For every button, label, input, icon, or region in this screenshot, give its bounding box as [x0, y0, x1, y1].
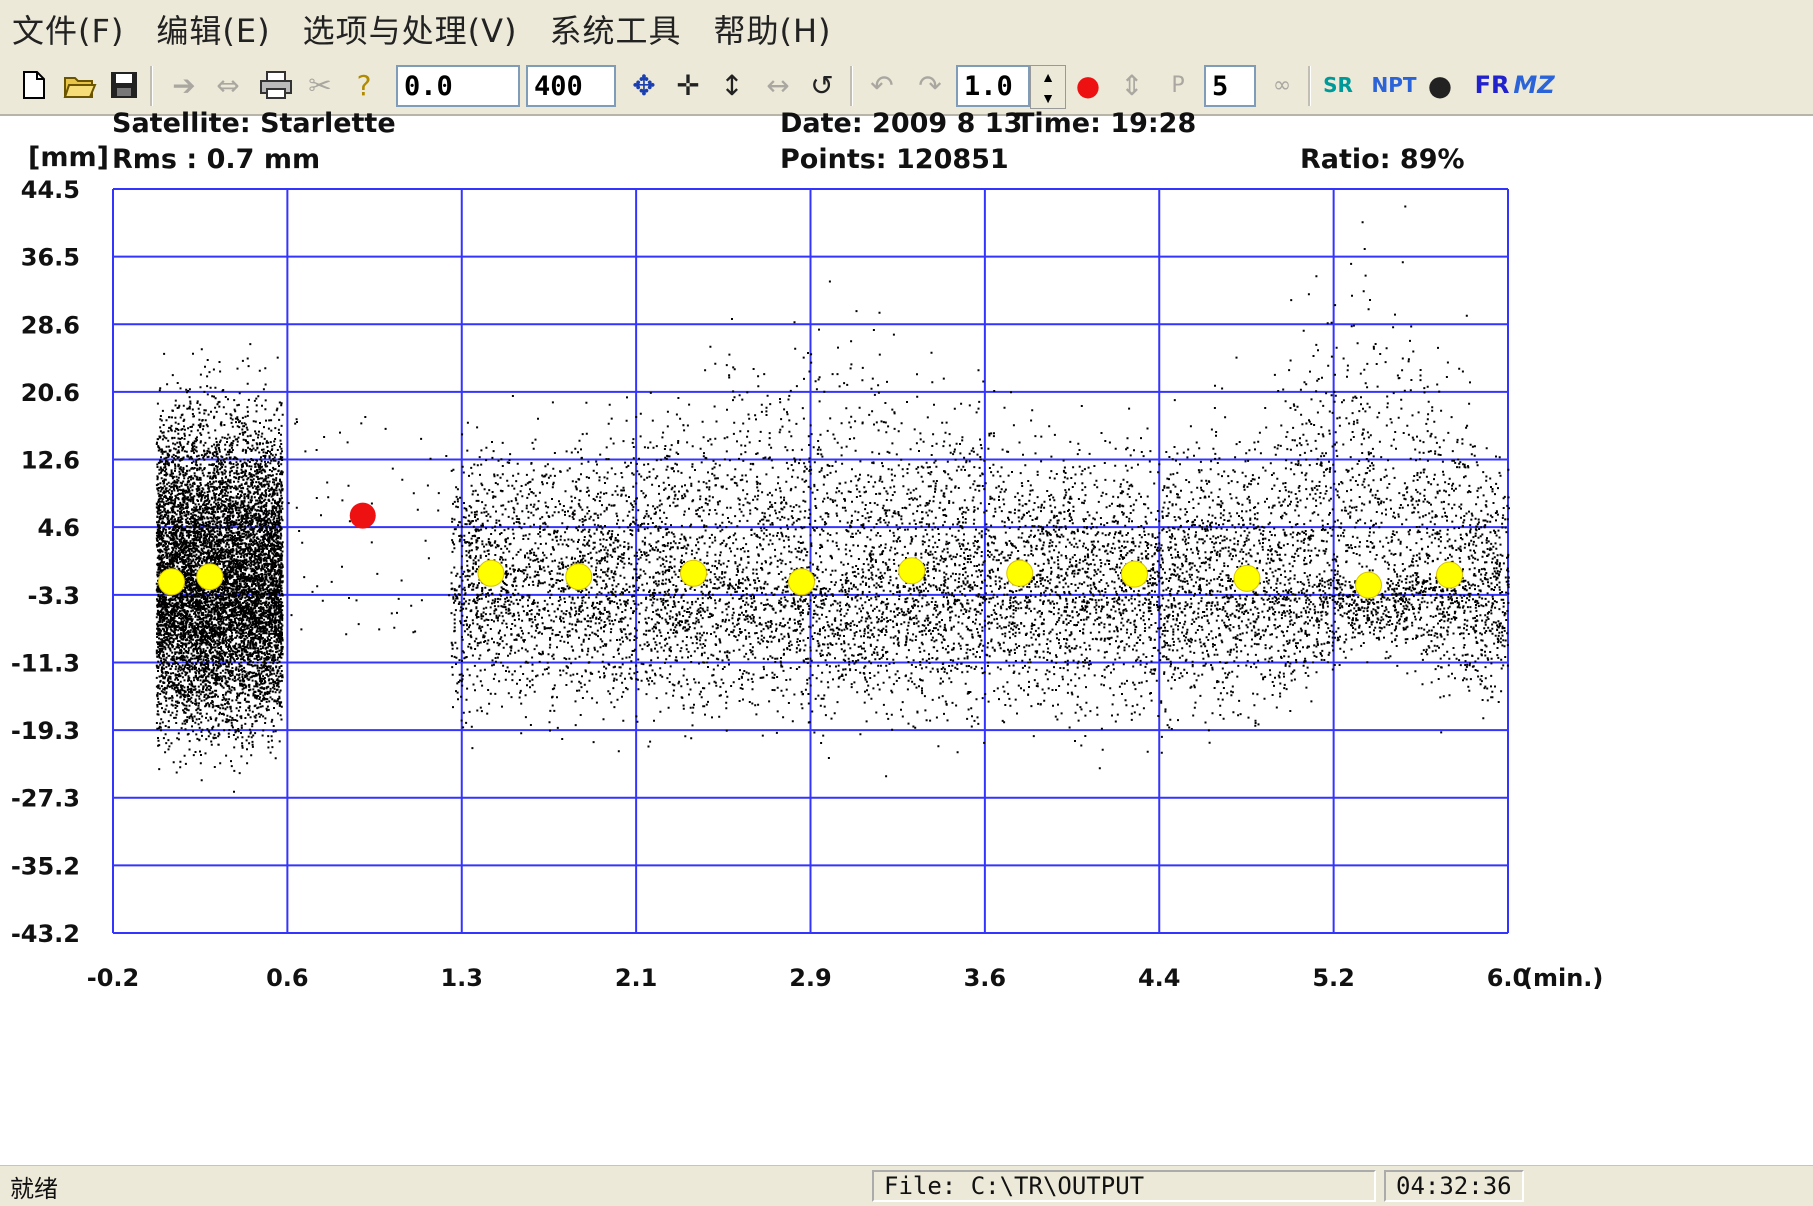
forward-arrow-icon[interactable]: ➔ — [172, 68, 196, 102]
status-clock: 04:32:36 — [1384, 1170, 1524, 1202]
cut-icon[interactable]: ✂ — [308, 68, 332, 102]
selected-point — [349, 502, 376, 529]
x-tick-label: -0.2 — [87, 964, 139, 992]
vertical-adjust-icon[interactable]: ⇕ — [1120, 68, 1144, 102]
infinity-icon[interactable]: ∞ — [1272, 72, 1292, 98]
x-tick-label: 4.4 — [1138, 964, 1181, 992]
y-tick-label: 4.6 — [37, 514, 80, 542]
time-label: Time: 19:28 — [1016, 108, 1197, 139]
y-tick-label: -19.3 — [11, 717, 80, 745]
toolbar: ➔ ⇔ ✂ ? ✥ ✛ ↕ ↔ ↺ ↶ ↷ ▲▼ ● ⇕ P ∞ SR NPT … — [0, 58, 1813, 116]
normal-point — [1355, 571, 1382, 599]
x-tick-label: 5.2 — [1312, 964, 1355, 992]
menu-bar: 文件(F) 编辑(E) 选项与处理(V) 系统工具 帮助(H) — [0, 0, 1813, 59]
normal-point — [196, 563, 224, 591]
normal-point — [898, 557, 926, 585]
scale-spinner[interactable]: ▲ ▼ — [1030, 65, 1066, 109]
x-tick-label: 0.6 — [266, 964, 309, 992]
npt-icon[interactable]: NPT — [1371, 73, 1417, 97]
points-label: Points: 120851 — [780, 144, 1009, 175]
points-input[interactable] — [1204, 65, 1256, 107]
new-file-icon[interactable] — [14, 64, 54, 106]
p-label-icon[interactable]: P — [1171, 72, 1185, 98]
satellite-label: Satellite: Starlette — [112, 108, 396, 139]
print-icon[interactable] — [256, 64, 296, 106]
vertical-scale-icon[interactable]: ↕ — [720, 68, 744, 102]
normal-point — [1006, 559, 1034, 587]
pan-icon[interactable]: ✛ — [676, 68, 700, 102]
normal-point — [1436, 561, 1463, 589]
scale-input[interactable] — [956, 65, 1030, 107]
black-dot-icon[interactable]: ● — [1427, 68, 1453, 102]
menu-options[interactable]: 选项与处理(V) — [302, 12, 518, 50]
menu-file[interactable]: 文件(F) — [12, 12, 125, 50]
y-tick-label: -43.2 — [11, 920, 80, 948]
normal-point — [788, 568, 815, 596]
red-dot-icon[interactable]: ● — [1075, 68, 1101, 102]
y-tick-label: -27.3 — [11, 785, 80, 813]
status-file: File: C:\TR\OUTPUT — [872, 1170, 1376, 1202]
sr-icon[interactable]: SR — [1323, 73, 1353, 97]
undo-icon[interactable]: ↶ — [870, 68, 894, 102]
y-tick-label: 20.6 — [21, 379, 80, 407]
normal-point — [158, 568, 185, 596]
rms-label: Rms : 0.7 mm — [112, 144, 321, 175]
normal-point — [1121, 560, 1148, 588]
unit-label: [mm] — [28, 142, 109, 173]
mz-icon[interactable]: MZ — [1513, 71, 1555, 99]
help-query-icon[interactable]: ? — [356, 68, 372, 102]
normal-point — [1233, 564, 1261, 592]
menu-help[interactable]: 帮助(H) — [713, 12, 832, 50]
rotate-icon[interactable]: ↺ — [810, 68, 834, 102]
y-tick-label: -3.3 — [28, 582, 80, 610]
normal-point — [565, 563, 593, 591]
y-tick-label: 12.6 — [21, 447, 80, 475]
residual-points — [155, 205, 1510, 793]
horizontal-scale-icon[interactable]: ↔ — [766, 68, 790, 102]
y-tick-label: 44.5 — [21, 176, 80, 204]
status-bar: 就绪 File: C:\TR\OUTPUT 04:32:36 — [0, 1165, 1813, 1206]
x-tick-label: 2.9 — [789, 964, 832, 992]
start-value-input[interactable] — [396, 65, 520, 107]
zoom-fit-icon[interactable]: ✥ — [632, 68, 656, 102]
save-icon[interactable] — [104, 64, 144, 106]
x-tick-label: 1.3 — [440, 964, 483, 992]
menu-edit[interactable]: 编辑(E) — [156, 12, 271, 50]
status-message: 就绪 — [10, 1174, 58, 1203]
x-tick-label: 2.1 — [615, 964, 658, 992]
open-folder-icon[interactable] — [60, 64, 100, 106]
normal-point — [477, 559, 505, 587]
menu-tools[interactable]: 系统工具 — [549, 12, 682, 50]
fr-icon[interactable]: FR — [1474, 71, 1510, 99]
y-tick-label: 36.5 — [21, 244, 80, 272]
redo-icon[interactable]: ↷ — [918, 68, 942, 102]
normal-point — [680, 559, 707, 587]
double-arrow-icon[interactable]: ⇔ — [216, 68, 240, 102]
ratio-label: Ratio: 89% — [1300, 144, 1465, 175]
end-value-input[interactable] — [526, 65, 616, 107]
y-tick-label: -11.3 — [11, 649, 80, 677]
x-tick-label: 3.6 — [964, 964, 1007, 992]
residual-chart[interactable]: 44.5 36.5 28.6 20.6 12.6 4.6 -3.3 -11.3 -19.3 -27… — [0, 116, 1813, 1164]
y-tick-label: -35.2 — [11, 852, 80, 880]
y-tick-label: 28.6 — [21, 311, 80, 339]
date-label: Date: 2009 8 13 — [780, 108, 1023, 139]
x-tick-label: 6.0 — [1487, 964, 1530, 992]
x-axis-unit-label: (min.) — [1522, 964, 1603, 992]
